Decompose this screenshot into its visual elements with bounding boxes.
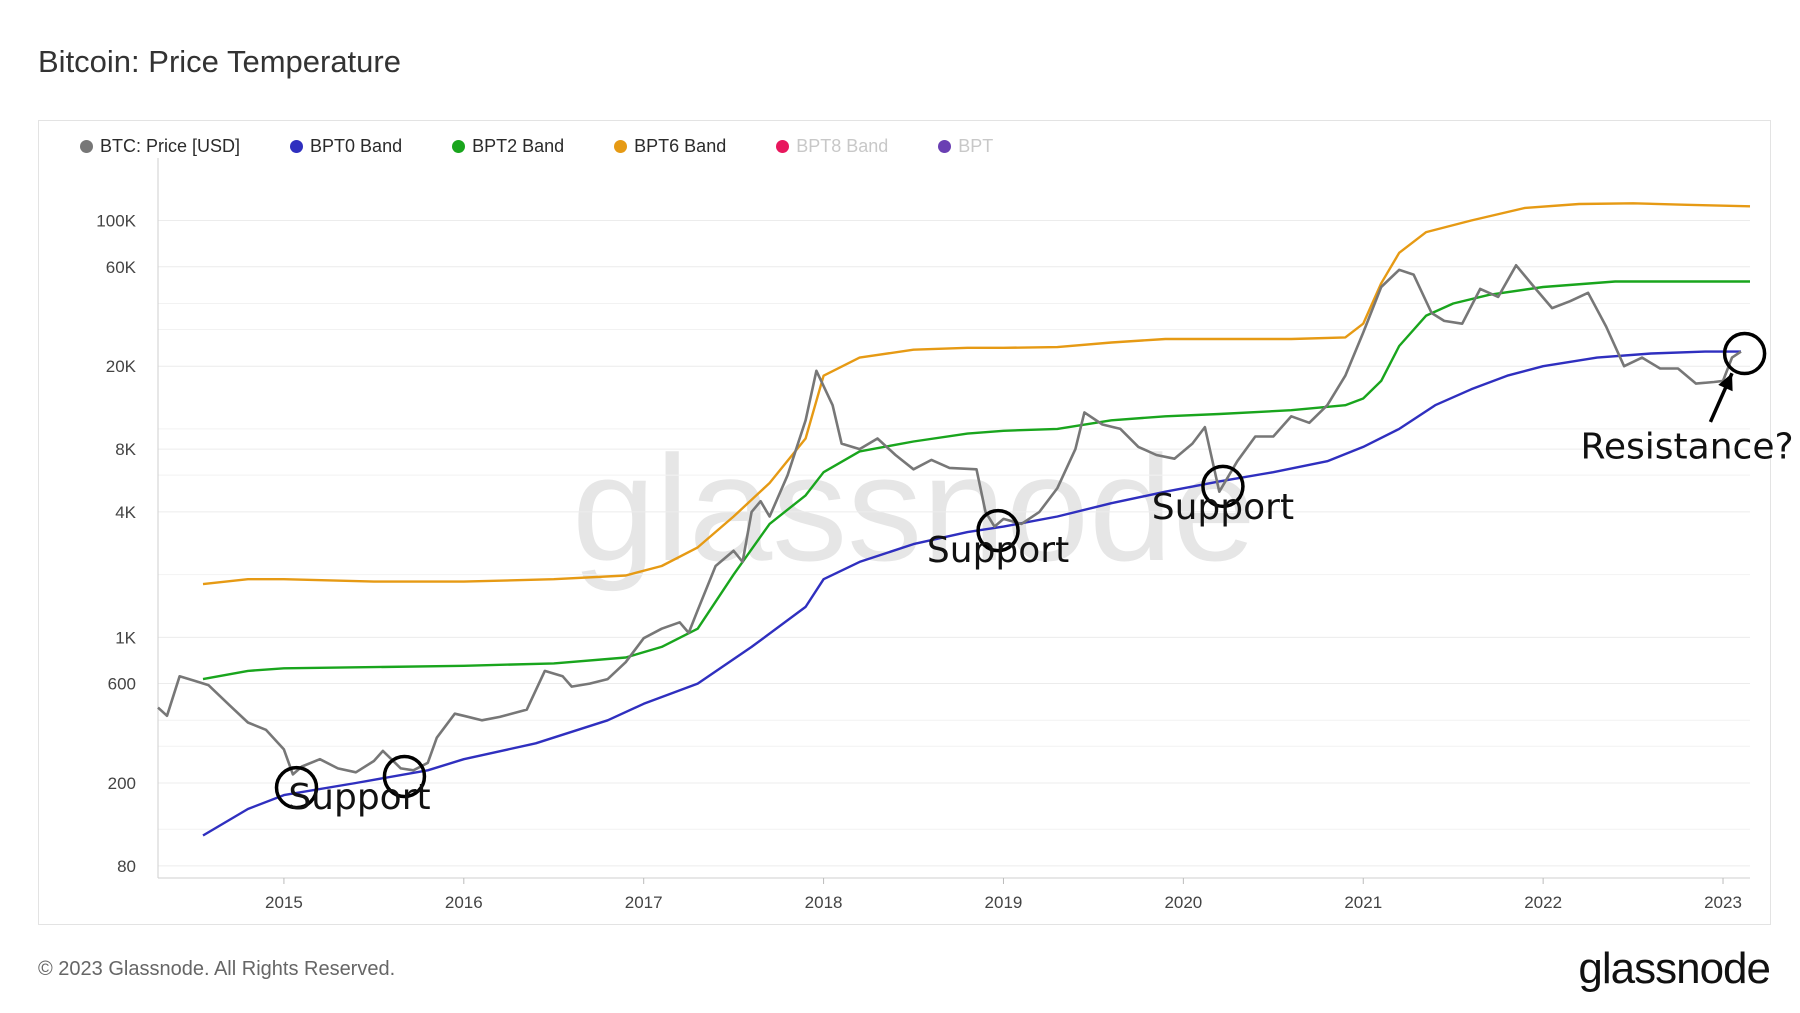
copyright-footer: © 2023 Glassnode. All Rights Reserved. [38,958,396,980]
chart-frame [38,120,1771,925]
annotation-circle [1722,331,1767,376]
y-tick-label: 600 [108,675,136,694]
legend-label-bpt0: BPT0 Band [310,136,403,156]
chart-title: Bitcoin: Price Temperature [38,44,401,79]
legend-item-price[interactable]: BTC: Price [USD] [80,136,240,157]
x-tick-label: 2016 [445,893,483,912]
series-line-bpt6 [202,202,1751,586]
y-tick-label: 8K [115,440,136,459]
legend-item-bpt2[interactable]: BPT2 Band [452,136,564,157]
legend-label-price: BTC: Price [USD] [100,136,241,156]
x-tick-label: 2023 [1704,893,1742,912]
annotation-label: Support [288,777,430,818]
legend-dot-price [80,140,93,153]
annotation-arrow-head [1718,373,1733,392]
legend-dot-bpt2 [452,140,466,153]
legend-dot-bpt8 [776,140,790,153]
series-line-price [157,264,1742,776]
annotation-circle [382,754,427,799]
y-tick-label: 4K [115,503,136,522]
legend-dot-bpt0 [290,140,304,153]
y-tick-label: 20K [106,357,137,376]
y-tick-label: 60K [106,258,137,277]
legend-item-bpt0[interactable]: BPT0 Band [290,136,402,157]
legend-label-bpt: BPT [958,136,994,156]
legend-label-bpt8: BPT8 Band [796,136,889,156]
legend: BTC: Price [USD] BPT0 Band BPT2 Band BPT… [80,136,1043,157]
watermark-text: glassnode [572,424,1256,592]
annotation-label: Support [1152,487,1294,528]
legend-dot-bpt [938,140,952,153]
x-tick-label: 2022 [1524,893,1562,912]
series-line-bpt0 [202,350,1741,837]
brand-logo[interactable]: glassnode [1578,944,1771,993]
y-tick-label: 100K [96,212,136,231]
x-tick-label: 2020 [1164,893,1202,912]
x-tick-label: 2015 [265,893,303,912]
legend-item-bpt6[interactable]: BPT6 Band [614,136,726,157]
x-tick-label: 2021 [1344,893,1382,912]
x-tick-label: 2017 [625,893,663,912]
annotation-label: Support [927,530,1069,571]
legend-label-bpt6: BPT6 Band [634,136,727,156]
y-tick-label: 1K [115,628,136,647]
legend-item-bpt8[interactable]: BPT8 Band [776,136,888,157]
legend-dot-bpt6 [614,140,628,153]
legend-item-bpt[interactable]: BPT [938,136,993,157]
annotation-circle [274,765,319,810]
y-tick-label: 80 [117,857,136,876]
annotation-circle [976,508,1020,553]
annotation-circle [1201,464,1245,509]
y-tick-label: 200 [108,774,136,793]
series-line-bpt2 [202,280,1750,681]
x-tick-label: 2019 [985,893,1023,912]
annotation-label: Resistance? [1580,427,1793,468]
x-tick-label: 2018 [805,893,843,912]
legend-label-bpt2: BPT2 Band [472,136,565,156]
